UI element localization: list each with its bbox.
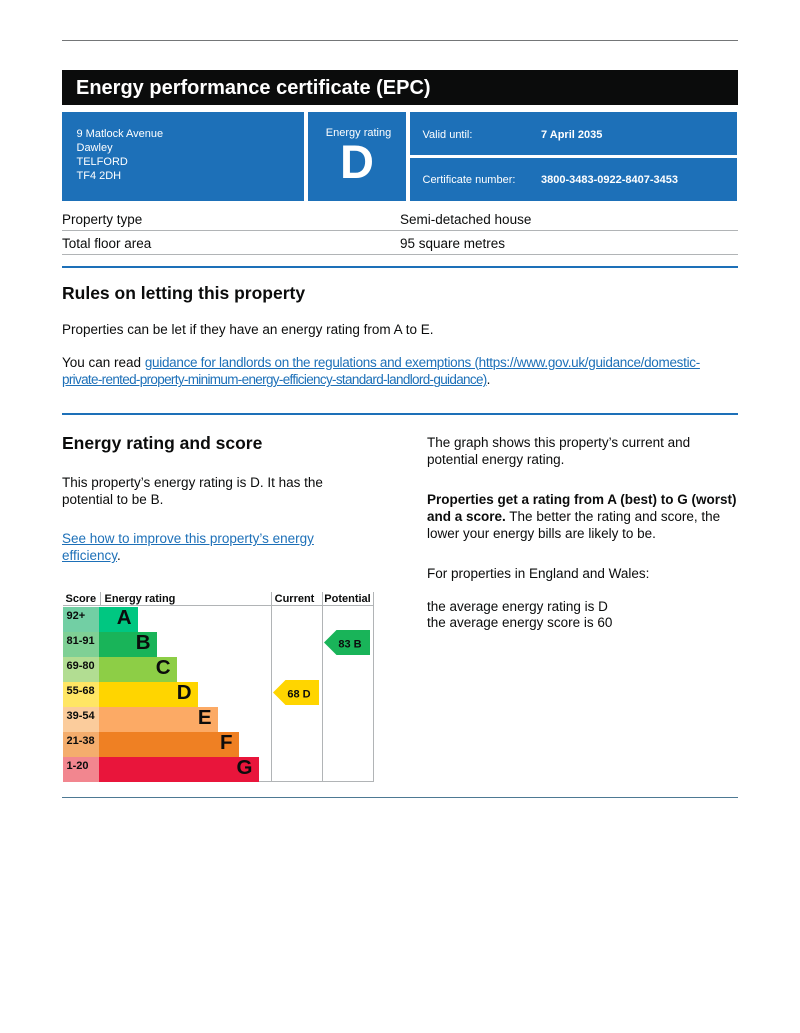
svg-text:83 B: 83 B (338, 639, 361, 651)
svg-text:68 D: 68 D (287, 689, 310, 701)
